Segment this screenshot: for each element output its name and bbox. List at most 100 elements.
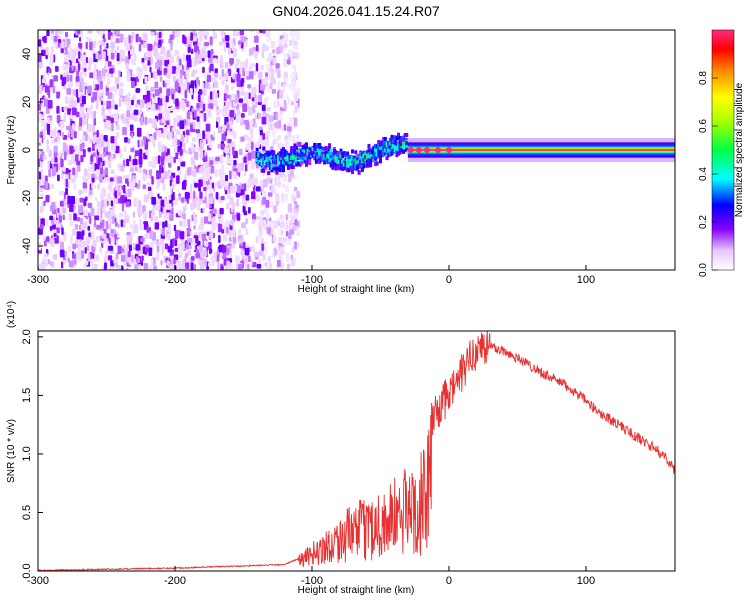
spectrogram-cell bbox=[164, 243, 169, 250]
spectrogram-cell bbox=[303, 150, 307, 155]
spectrogram-cell bbox=[137, 200, 142, 209]
spectrogram-cell bbox=[100, 30, 104, 37]
spectrogram-cell bbox=[46, 139, 49, 145]
spectrogram-cell bbox=[328, 143, 332, 148]
spectrogram-cell bbox=[268, 165, 272, 170]
spectrogram-cell bbox=[47, 117, 51, 124]
spectrogram-cell bbox=[162, 96, 166, 105]
spectrogram-cell bbox=[293, 78, 297, 86]
spectrogram-cell bbox=[123, 244, 126, 250]
spectrogram-cell bbox=[85, 41, 88, 50]
spectrogram-cell bbox=[75, 89, 79, 98]
spectrogram-cell bbox=[47, 72, 50, 77]
spectrogram-cell bbox=[198, 94, 201, 103]
spectrogram-cell bbox=[192, 170, 197, 177]
spectrogram-cell bbox=[332, 149, 336, 154]
spectrogram-cell bbox=[214, 72, 219, 78]
spectrogram-cell bbox=[370, 150, 374, 155]
spectrogram-cell bbox=[58, 152, 62, 157]
spectrogram-cell bbox=[150, 216, 154, 222]
spectrogram-cell bbox=[41, 153, 44, 160]
spectrogram-cell bbox=[175, 98, 179, 107]
spectrogram-cell bbox=[43, 200, 46, 206]
spectrogram-cell bbox=[390, 148, 394, 153]
spectrogram-cell bbox=[241, 86, 244, 93]
spectrogram-cell bbox=[64, 32, 69, 37]
spectrogram-cell bbox=[69, 145, 74, 155]
spectrogram-cell bbox=[390, 151, 394, 156]
spectrogram-cell bbox=[272, 163, 276, 168]
spectrogram-cell bbox=[186, 59, 192, 68]
spectrogram-cell bbox=[124, 210, 127, 219]
spectrogram-cell bbox=[87, 253, 91, 262]
spectrogram-cell bbox=[72, 49, 75, 55]
spectrogram-cell bbox=[110, 117, 114, 124]
spectrogram-cell bbox=[81, 77, 84, 87]
spectrogram-cell bbox=[281, 197, 284, 204]
spectrogram-cell bbox=[233, 160, 237, 166]
spectrogram-cell bbox=[133, 224, 139, 234]
spectrogram-cell bbox=[336, 152, 340, 157]
spectrogram-cell bbox=[41, 205, 45, 213]
spectrogram-cell bbox=[133, 53, 137, 60]
spectrogram-cell bbox=[145, 149, 149, 156]
spectrogram-cell bbox=[80, 225, 85, 231]
spectrogram-cell bbox=[169, 34, 174, 41]
spectrogram-y-tick-label: -20 bbox=[21, 190, 33, 206]
spectrogram-cell bbox=[205, 180, 210, 186]
spectrogram-cell bbox=[90, 207, 95, 216]
spectrogram-cell bbox=[115, 38, 120, 43]
spectrogram-cell bbox=[215, 191, 219, 200]
spectrogram-cell bbox=[247, 106, 253, 116]
spectrogram-cell bbox=[94, 63, 97, 71]
spectrogram-cell bbox=[170, 42, 173, 51]
spectrogram-cell bbox=[213, 57, 217, 63]
spectrogram-cell bbox=[204, 149, 207, 157]
spectrogram-cell bbox=[382, 146, 386, 151]
spectrogram-cell bbox=[229, 197, 234, 205]
spectrogram-cell bbox=[205, 161, 209, 168]
spectrogram-cell bbox=[63, 151, 67, 161]
spectrogram-cell bbox=[150, 86, 155, 93]
spectrogram-cell bbox=[332, 147, 336, 152]
spectrogram-cell bbox=[53, 75, 59, 82]
spectrogram-cell bbox=[154, 81, 159, 89]
spectrogram-cell bbox=[283, 53, 288, 58]
spectrogram-cell bbox=[95, 196, 98, 202]
spectrogram-cell bbox=[326, 153, 330, 158]
spectrogram-cell bbox=[403, 141, 407, 146]
spectrogram-cell bbox=[164, 112, 170, 121]
spectrogram-cell bbox=[199, 259, 204, 269]
spectrogram-cell bbox=[257, 222, 260, 228]
spectrogram-cell bbox=[260, 209, 264, 216]
spectrogram-cell bbox=[241, 234, 244, 244]
spectrogram-cell bbox=[109, 188, 115, 193]
spectrogram-cell bbox=[129, 124, 134, 132]
spectrogram-cell bbox=[383, 148, 387, 153]
spectrogram-cell bbox=[198, 231, 202, 239]
spectrogram-cell bbox=[225, 42, 230, 48]
spectrogram-cell bbox=[156, 171, 161, 179]
spectrogram-cell bbox=[166, 72, 171, 79]
spectrogram-cell bbox=[178, 154, 183, 163]
spectrogram-cell bbox=[276, 181, 282, 187]
spectrogram-cell bbox=[245, 228, 249, 235]
spectrogram-cell bbox=[260, 154, 264, 159]
spectrogram-cell bbox=[158, 87, 162, 95]
spectrogram-cell bbox=[150, 72, 153, 78]
spectrogram-cell bbox=[190, 80, 195, 86]
spectrogram-cell bbox=[74, 198, 80, 206]
colorbar-ticks: 0.00.20.40.60.8 bbox=[698, 71, 718, 277]
spectrogram-cell bbox=[265, 161, 269, 166]
spectrogram-cell bbox=[229, 143, 233, 150]
spectrogram-cell bbox=[215, 156, 220, 162]
spectrogram-cell bbox=[122, 126, 127, 136]
spectrogram-cell bbox=[232, 93, 235, 99]
spectrogram-cell bbox=[390, 134, 394, 139]
spectrogram-cell bbox=[245, 218, 248, 224]
spectrogram-cell bbox=[255, 193, 259, 198]
spectrogram-cell bbox=[221, 228, 225, 234]
spectrogram-cell bbox=[229, 94, 232, 103]
spectrogram-cell bbox=[359, 159, 363, 164]
